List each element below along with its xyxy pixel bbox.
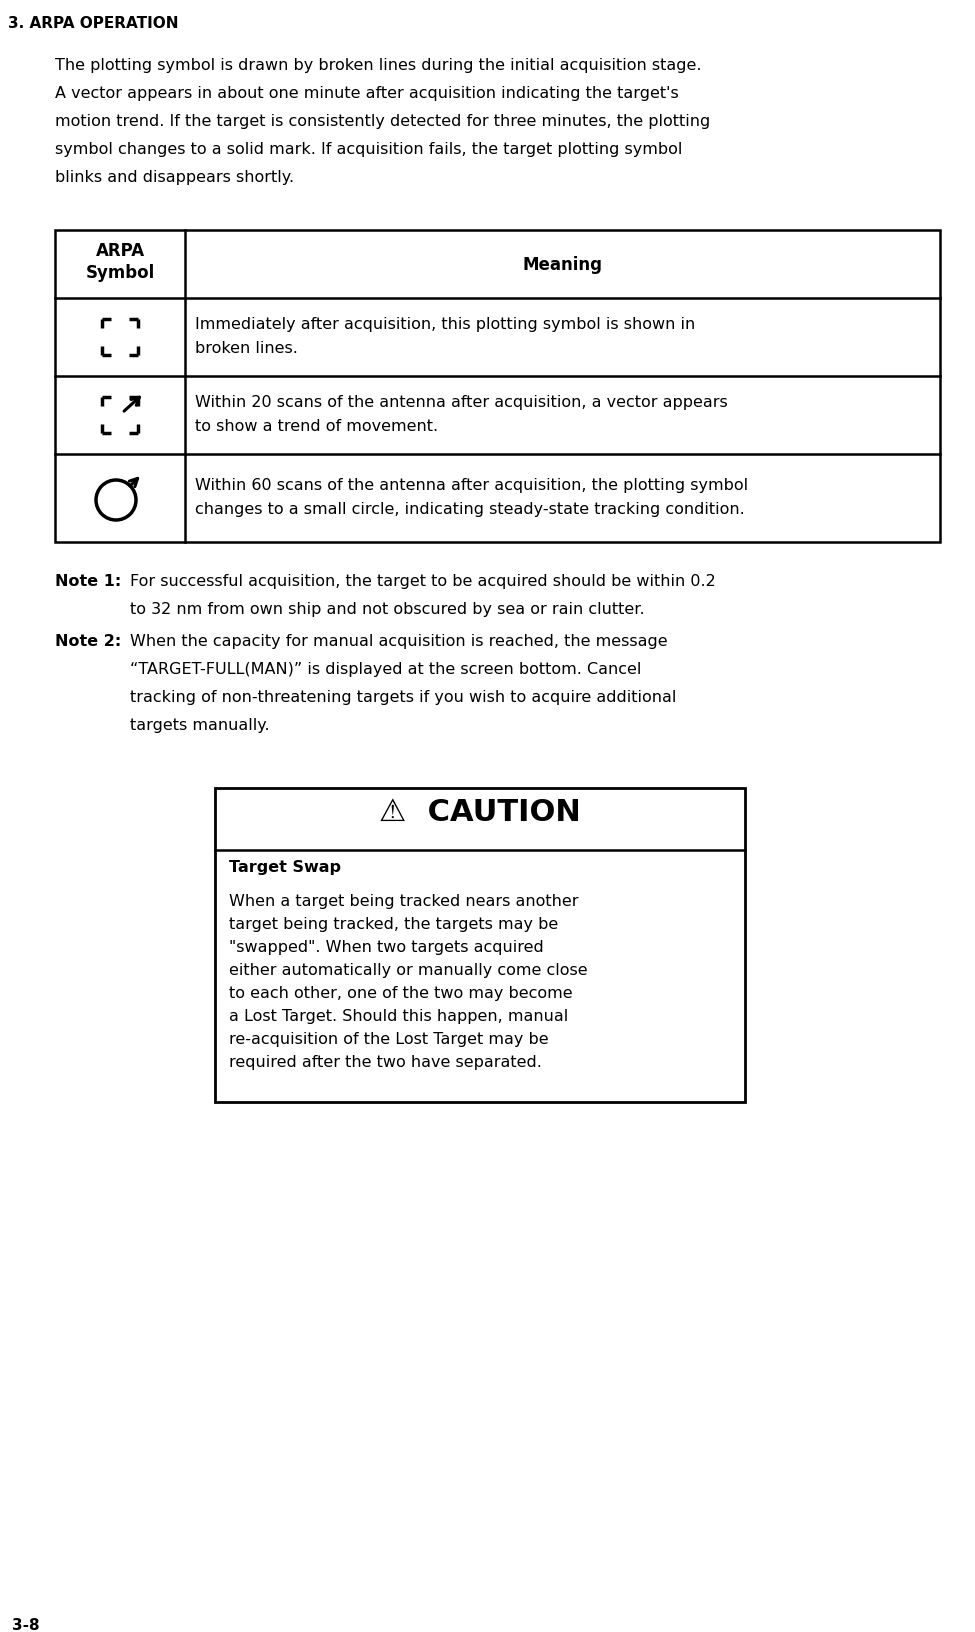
Text: target being tracked, the targets may be: target being tracked, the targets may be [229, 917, 559, 932]
Text: For successful acquisition, the target to be acquired should be within 0.2: For successful acquisition, the target t… [130, 574, 716, 589]
Text: Immediately after acquisition, this plotting symbol is shown in: Immediately after acquisition, this plot… [195, 317, 695, 331]
Text: Note 1:: Note 1: [55, 574, 121, 589]
Text: Within 20 scans of the antenna after acquisition, a vector appears: Within 20 scans of the antenna after acq… [195, 395, 727, 410]
Text: targets manually.: targets manually. [130, 718, 270, 733]
Text: to each other, one of the two may become: to each other, one of the two may become [229, 986, 572, 1000]
Text: When the capacity for manual acquisition is reached, the message: When the capacity for manual acquisition… [130, 633, 668, 650]
Text: When a target being tracked nears another: When a target being tracked nears anothe… [229, 894, 578, 909]
Text: either automatically or manually come close: either automatically or manually come cl… [229, 963, 588, 978]
Text: symbol changes to a solid mark. If acquisition fails, the target plotting symbol: symbol changes to a solid mark. If acqui… [55, 142, 682, 157]
Bar [55, 230, 940, 542]
Text: ⚠  CAUTION: ⚠ CAUTION [379, 798, 581, 827]
Text: motion trend. If the target is consistently detected for three minutes, the plot: motion trend. If the target is consisten… [55, 114, 710, 129]
Text: changes to a small circle, indicating steady-state tracking condition.: changes to a small circle, indicating st… [195, 503, 745, 517]
Text: Within 60 scans of the antenna after acquisition, the plotting symbol: Within 60 scans of the antenna after acq… [195, 478, 748, 493]
Text: required after the two have separated.: required after the two have separated. [229, 1054, 542, 1071]
Text: “TARGET-FULL(MAN)” is displayed at the screen bottom. Cancel: “TARGET-FULL(MAN)” is displayed at the s… [130, 663, 642, 677]
Text: 3-8: 3-8 [12, 1617, 40, 1632]
Text: The plotting symbol is drawn by broken lines during the initial acquisition stag: The plotting symbol is drawn by broken l… [55, 59, 701, 73]
Text: to show a trend of movement.: to show a trend of movement. [195, 419, 438, 434]
Text: ARPA: ARPA [96, 242, 144, 259]
Text: to 32 nm from own ship and not obscured by sea or rain clutter.: to 32 nm from own ship and not obscured … [130, 602, 644, 617]
Text: A vector appears in about one minute after acquisition indicating the target's: A vector appears in about one minute aft… [55, 86, 679, 101]
Text: "swapped". When two targets acquired: "swapped". When two targets acquired [229, 940, 544, 955]
Text: broken lines.: broken lines. [195, 341, 298, 356]
Text: 3. ARPA OPERATION: 3. ARPA OPERATION [8, 16, 178, 31]
Text: tracking of non-threatening targets if you wish to acquire additional: tracking of non-threatening targets if y… [130, 690, 677, 705]
Text: Symbol: Symbol [86, 264, 155, 282]
Text: Meaning: Meaning [523, 256, 603, 274]
Text: a Lost Target. Should this happen, manual: a Lost Target. Should this happen, manua… [229, 1009, 568, 1023]
Text: blinks and disappears shortly.: blinks and disappears shortly. [55, 170, 294, 184]
Text: Note 2:: Note 2: [55, 633, 121, 650]
Text: re-acquisition of the Lost Target may be: re-acquisition of the Lost Target may be [229, 1031, 549, 1048]
Text: Target Swap: Target Swap [229, 860, 341, 875]
Bar [215, 788, 745, 1102]
